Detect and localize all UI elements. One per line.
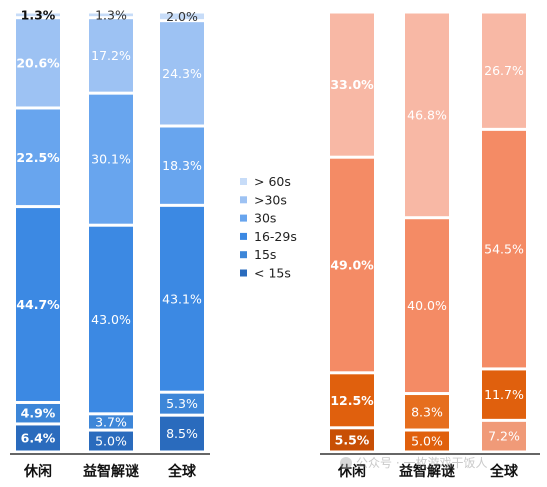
legend-swatch [240, 251, 247, 259]
bar-segment [89, 226, 133, 413]
data-label: 5.3% [166, 396, 198, 411]
data-label: 20.6% [16, 55, 60, 70]
legend-label: 15s [254, 247, 276, 262]
data-label: 26.7% [484, 63, 524, 78]
bar-segment [16, 13, 60, 17]
bar-segment [160, 416, 204, 451]
bar-segment [405, 219, 449, 393]
bar-segment [482, 130, 526, 368]
legend-label: 16-29s [254, 229, 297, 244]
data-label: 54.5% [484, 242, 524, 257]
data-label: 46.8% [407, 107, 447, 122]
bar-segment [160, 206, 204, 391]
watermark-text: 公众号 · 一枚游戏干饭人 [356, 455, 487, 470]
bar-segment [330, 13, 374, 156]
data-label: 12.5% [330, 393, 374, 408]
data-label: 3.7% [95, 414, 127, 429]
bar-segment [330, 429, 374, 451]
legend-label: >30s [254, 192, 287, 207]
category-label: 益智解谜 [83, 463, 140, 480]
data-label: 43.0% [91, 312, 131, 327]
legend-label: < 15s [254, 266, 291, 281]
legend: > 60s >30s 30s 16-29s 15s < 15s [240, 174, 297, 281]
legend-swatch [240, 196, 247, 204]
data-label: 30.1% [91, 152, 131, 167]
legend-swatch [240, 178, 247, 185]
bar-segment [160, 13, 204, 20]
data-label: 5.0% [411, 434, 443, 449]
right-chart: 5.5% 12.5% 49.0% 33.0% 休闲 5.0% 8.3% 40.0% 46.8% 益… [320, 13, 540, 480]
legend-swatch [240, 232, 247, 240]
data-label: 40.0% [407, 298, 447, 313]
data-label: 8.3% [411, 404, 443, 419]
data-label: 1.3% [21, 7, 56, 22]
data-label: 7.2% [488, 429, 520, 444]
bar-segment [160, 127, 204, 204]
data-label: 4.9% [21, 406, 56, 421]
data-label: 1.3% [95, 7, 127, 22]
data-label: 44.7% [16, 297, 60, 312]
legend-swatch [240, 214, 247, 222]
legend-swatch [240, 269, 247, 277]
data-label: 8.5% [166, 426, 198, 441]
bar-segment [89, 19, 133, 92]
legend-label: > 60s [254, 174, 291, 189]
data-label: 11.7% [484, 387, 524, 402]
bar-segment [160, 393, 204, 414]
data-label: 5.0% [95, 434, 127, 449]
category-label: 全球 [489, 463, 519, 480]
bar-segment [89, 431, 133, 451]
category-label: 休闲 [337, 463, 366, 480]
bar-segment [405, 13, 449, 217]
data-label: 17.2% [91, 48, 131, 63]
bar-segment [89, 13, 133, 17]
bar-segment [16, 425, 60, 451]
left-chart: 6.4% 4.9% 44.7% 22.5% 20.6% 1.3% 休闲 5.0% 3.7% 43.… [10, 7, 210, 480]
watermark: 公众号 · 一枚游戏干饭人 [340, 455, 487, 470]
bar-segment [16, 19, 60, 107]
data-label: 33.0% [330, 77, 374, 92]
bar-segment [89, 415, 133, 429]
data-label: 24.3% [162, 66, 202, 81]
bar-segment [330, 374, 374, 427]
category-label: 益智解谜 [399, 463, 456, 480]
bar-segment [405, 431, 449, 451]
watermark-logo-icon [340, 457, 352, 469]
category-label: 休闲 [23, 463, 52, 480]
bar-segment [482, 370, 526, 419]
bar-segment [16, 208, 60, 401]
data-label: 22.5% [16, 150, 60, 165]
data-label: 6.4% [21, 430, 56, 445]
data-label: 43.1% [162, 291, 202, 306]
data-label: 5.5% [335, 432, 370, 447]
category-label: 全球 [167, 463, 197, 480]
data-label: 49.0% [330, 258, 374, 273]
bar-segment [16, 109, 60, 206]
bar-segment [482, 13, 526, 128]
data-label: 18.3% [162, 158, 202, 173]
data-label: 2.0% [166, 9, 198, 24]
bar-segment [330, 158, 374, 372]
bar-segment [160, 22, 204, 125]
bar-segment [89, 94, 133, 224]
legend-label: 30s [254, 211, 276, 226]
bar-segment [482, 421, 526, 451]
bar-segment [16, 403, 60, 423]
bar-segment [405, 395, 449, 429]
